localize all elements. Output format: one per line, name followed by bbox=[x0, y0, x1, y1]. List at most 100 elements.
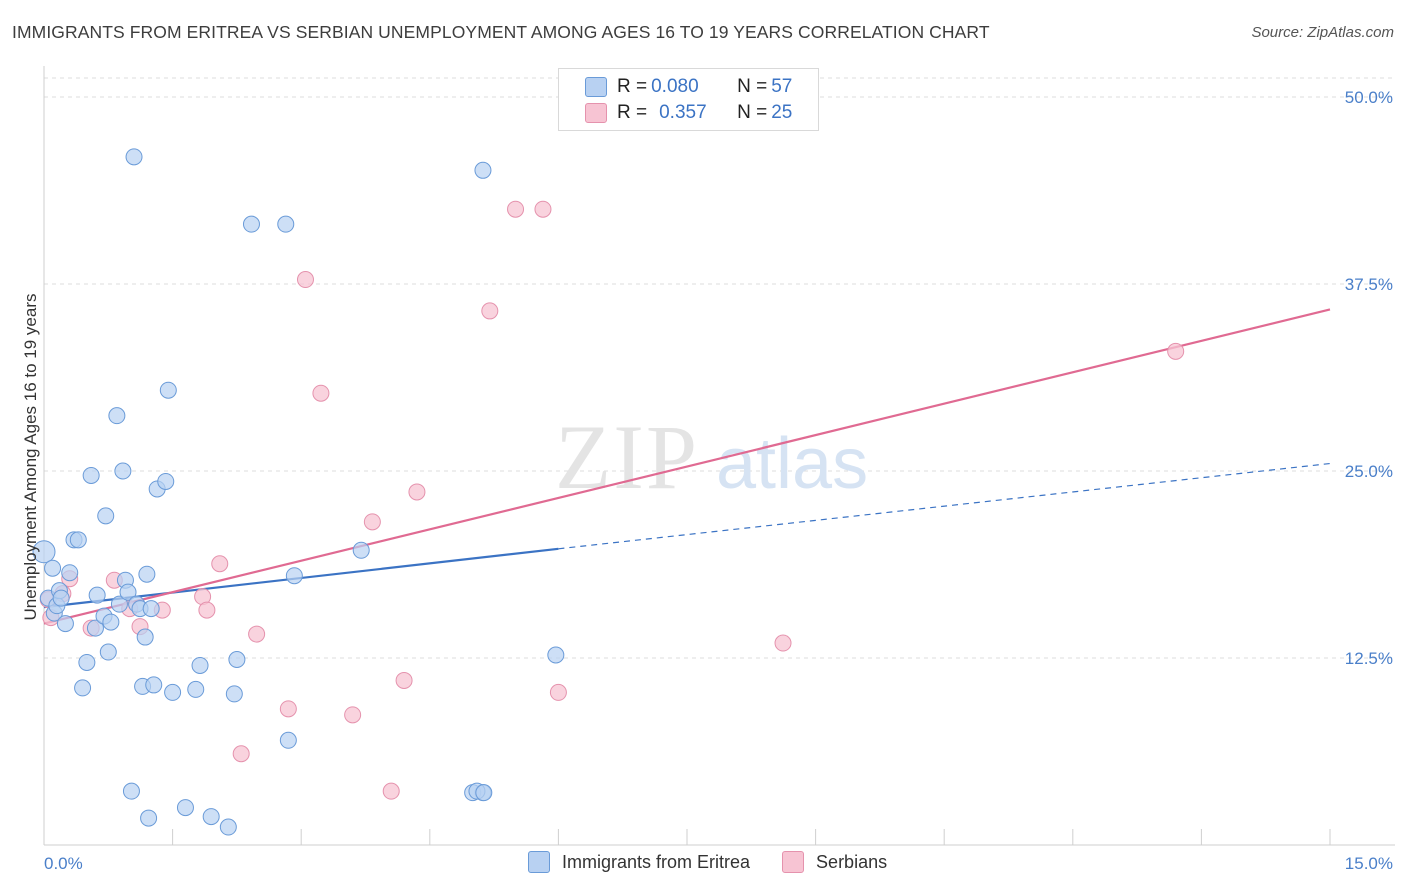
legend-label: Serbians bbox=[816, 851, 888, 872]
data-point-serbians bbox=[408, 483, 426, 501]
data-point-serbians bbox=[211, 555, 229, 573]
data-point-eritrea bbox=[138, 565, 156, 583]
data-point-eritrea bbox=[52, 589, 70, 607]
data-point-eritrea bbox=[32, 540, 56, 564]
data-point-eritrea bbox=[61, 564, 79, 582]
data-point-serbians bbox=[363, 513, 381, 531]
data-point-eritrea bbox=[102, 613, 120, 631]
r-value: 0.080 bbox=[651, 76, 699, 97]
svg-text:ZIP: ZIP bbox=[555, 406, 699, 508]
data-point-eritrea bbox=[86, 619, 104, 637]
data-point-serbians bbox=[549, 683, 567, 701]
data-point-eritrea bbox=[119, 583, 137, 601]
legend-label: Immigrants from Eritrea bbox=[562, 851, 751, 872]
data-point-eritrea bbox=[145, 676, 163, 694]
data-point-eritrea bbox=[352, 541, 370, 559]
legend-row-eritrea: R = 0.080 N = 57 bbox=[585, 75, 792, 99]
y-axis-label: Unemployment Among Ages 16 to 19 years bbox=[21, 294, 40, 621]
data-point-eritrea bbox=[142, 600, 160, 618]
data-point-eritrea bbox=[82, 466, 100, 484]
legend-swatch-pink bbox=[782, 851, 805, 873]
correlation-legend: R = 0.080 N = 57 R = 0.357 N = 25 bbox=[558, 68, 819, 131]
data-point-eritrea bbox=[69, 531, 87, 549]
n-label: N = bbox=[737, 76, 768, 97]
data-point-serbians bbox=[395, 671, 413, 689]
data-point-serbians bbox=[248, 625, 266, 643]
data-point-serbians bbox=[198, 601, 216, 619]
y-tick-label: 37.5% bbox=[1345, 275, 1393, 294]
source-label: Source: ZipAtlas.com bbox=[1251, 24, 1394, 41]
watermark: ZIP atlas bbox=[555, 406, 868, 508]
data-point-eritrea bbox=[176, 799, 194, 817]
data-point-eritrea bbox=[159, 381, 177, 399]
data-point-eritrea bbox=[279, 731, 297, 749]
series-legend: Immigrants from Eritrea Serbians bbox=[528, 851, 919, 873]
data-point-eritrea bbox=[547, 646, 565, 664]
trendlines bbox=[43, 308, 1331, 625]
data-point-serbians bbox=[481, 302, 499, 320]
y-tick-label: 12.5% bbox=[1345, 649, 1393, 668]
data-point-serbians bbox=[774, 634, 792, 652]
data-point-eritrea bbox=[44, 559, 62, 577]
r-label: R = bbox=[617, 102, 648, 123]
data-point-eritrea bbox=[56, 615, 74, 633]
data-point-eritrea bbox=[191, 656, 209, 674]
data-point-eritrea bbox=[187, 680, 205, 698]
data-point-eritrea bbox=[202, 808, 220, 826]
data-point-serbians bbox=[344, 706, 362, 724]
data-point-eritrea bbox=[122, 782, 140, 800]
n-label: N = bbox=[737, 102, 768, 123]
data-point-eritrea bbox=[225, 685, 243, 703]
data-point-eritrea bbox=[164, 683, 182, 701]
data-point-serbians bbox=[232, 745, 250, 763]
legend-swatch-pink bbox=[585, 103, 607, 123]
data-point-serbians bbox=[382, 782, 400, 800]
data-point-eritrea bbox=[157, 472, 175, 490]
data-point-serbians bbox=[279, 700, 297, 718]
data-point-eritrea bbox=[97, 507, 115, 525]
data-point-eritrea bbox=[474, 161, 492, 179]
data-point-serbians bbox=[534, 200, 552, 218]
legend-row-serbians: R = 0.357 N = 25 bbox=[585, 101, 792, 125]
r-value: 0.357 bbox=[659, 102, 707, 123]
legend-item-serbians: Serbians bbox=[782, 851, 887, 873]
y-tick-label: 50.0% bbox=[1345, 88, 1393, 107]
trendline-serbians bbox=[43, 308, 1331, 625]
data-point-eritrea bbox=[228, 650, 246, 668]
series-eritrea bbox=[32, 148, 565, 836]
data-point-serbians bbox=[312, 384, 330, 402]
grid-lines bbox=[44, 77, 1395, 659]
data-point-eritrea bbox=[114, 462, 132, 480]
trendline-eritrea-extrapolated bbox=[558, 462, 1331, 550]
data-point-eritrea bbox=[140, 809, 158, 827]
legend-swatch-blue bbox=[585, 77, 607, 97]
data-point-eritrea bbox=[74, 679, 92, 697]
data-point-eritrea bbox=[475, 784, 493, 802]
data-point-eritrea bbox=[136, 628, 154, 646]
data-point-eritrea bbox=[242, 215, 260, 233]
data-point-eritrea bbox=[219, 818, 237, 836]
data-point-eritrea bbox=[125, 148, 143, 166]
data-point-serbians bbox=[507, 200, 525, 218]
svg-text:atlas: atlas bbox=[716, 424, 868, 504]
data-point-serbians bbox=[1167, 342, 1185, 360]
chart-title: IMMIGRANTS FROM ERITREA VS SERBIAN UNEMP… bbox=[12, 22, 990, 42]
data-point-eritrea bbox=[277, 215, 295, 233]
n-value: 57 bbox=[771, 76, 793, 97]
data-point-serbians bbox=[296, 271, 314, 289]
tick-labels: 12.5% 25.0% 37.5% 50.0% 0.0% 15.0% bbox=[44, 88, 1393, 873]
data-point-eritrea bbox=[110, 595, 128, 613]
data-point-eritrea bbox=[78, 653, 96, 671]
legend-item-eritrea: Immigrants from Eritrea bbox=[528, 851, 750, 873]
r-label: R = bbox=[617, 76, 648, 97]
legend-swatch-blue bbox=[528, 851, 550, 873]
y-tick-label: 25.0% bbox=[1345, 462, 1393, 481]
data-point-eritrea bbox=[285, 567, 303, 585]
x-tick-label: 15.0% bbox=[1345, 854, 1393, 873]
data-point-eritrea bbox=[108, 407, 126, 425]
n-value: 25 bbox=[771, 102, 793, 123]
x-tick-label: 0.0% bbox=[44, 854, 83, 873]
axes bbox=[43, 66, 1395, 846]
data-point-eritrea bbox=[99, 643, 117, 661]
